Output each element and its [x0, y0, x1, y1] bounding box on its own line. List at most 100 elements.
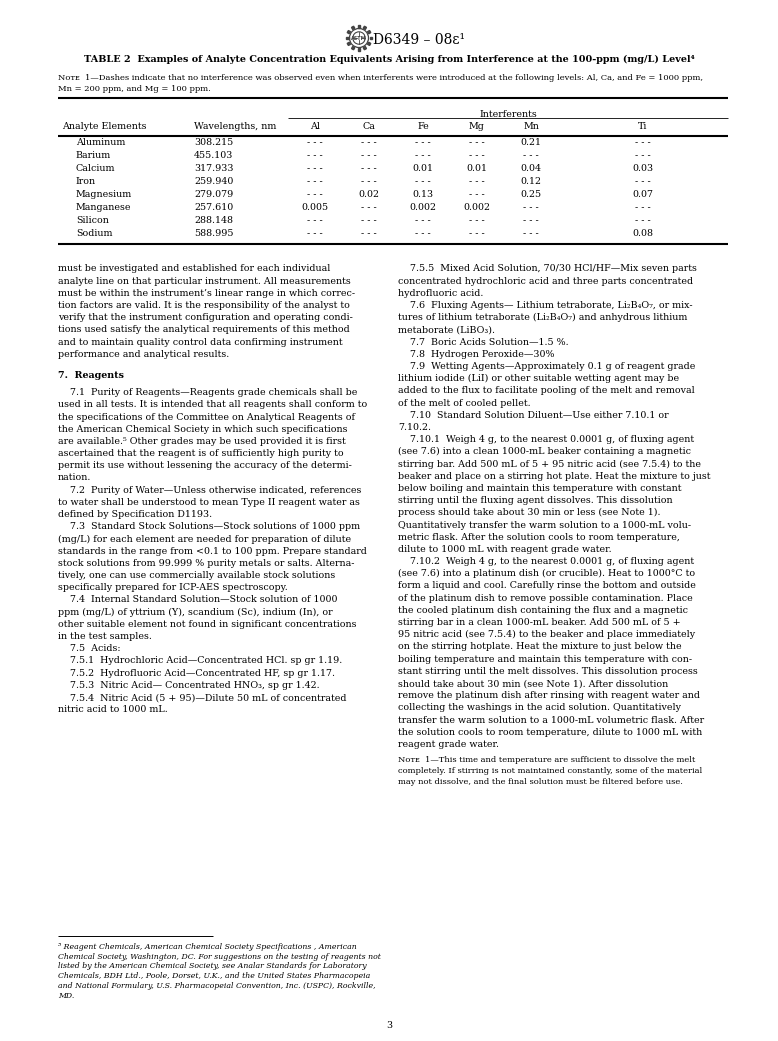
- Text: - - -: - - -: [523, 229, 539, 238]
- Text: Magnesium: Magnesium: [76, 191, 132, 199]
- Text: verify that the instrument configuration and operating condi-: verify that the instrument configuration…: [58, 313, 353, 322]
- Text: 7.7  Boric Acids Solution—1.5 %.: 7.7 Boric Acids Solution—1.5 %.: [398, 337, 569, 347]
- Text: (see 7.6) into a clean 1000-mL beaker containing a magnetic: (see 7.6) into a clean 1000-mL beaker co…: [398, 448, 691, 456]
- Text: Calcium: Calcium: [76, 164, 115, 173]
- Bar: [363, 47, 366, 50]
- Text: - - -: - - -: [307, 217, 323, 225]
- Text: 7.2  Purity of Water—Unless otherwise indicated, references: 7.2 Purity of Water—Unless otherwise ind…: [58, 486, 361, 494]
- Text: Al: Al: [310, 122, 320, 131]
- Text: beaker and place on a stirring hot plate. Heat the mixture to just: beaker and place on a stirring hot plate…: [398, 472, 710, 481]
- Text: Chemical Society, Washington, DC. For suggestions on the testing of reagents not: Chemical Society, Washington, DC. For su…: [58, 953, 381, 961]
- Text: 7.10.2  Weigh 4 g, to the nearest 0.0001 g, of fluxing agent: 7.10.2 Weigh 4 g, to the nearest 0.0001 …: [398, 557, 694, 566]
- Text: the specifications of the Committee on Analytical Reagents of: the specifications of the Committee on A…: [58, 412, 355, 422]
- Bar: [352, 26, 355, 29]
- Text: (mg/L) for each element are needed for preparation of dilute: (mg/L) for each element are needed for p…: [58, 534, 351, 543]
- Text: 0.04: 0.04: [520, 164, 541, 173]
- Text: concentrated hydrochloric acid and three parts concentrated: concentrated hydrochloric acid and three…: [398, 277, 693, 285]
- Text: - - -: - - -: [307, 191, 323, 199]
- Text: Wavelengths, nm: Wavelengths, nm: [194, 122, 276, 131]
- Text: 7.10.2.: 7.10.2.: [398, 423, 431, 432]
- Text: - - -: - - -: [415, 138, 431, 147]
- Text: 0.07: 0.07: [633, 191, 654, 199]
- Text: - - -: - - -: [635, 203, 651, 212]
- Text: - - -: - - -: [523, 151, 539, 160]
- Bar: [370, 36, 372, 40]
- Text: - - -: - - -: [635, 138, 651, 147]
- Text: nitric acid to 1000 mL.: nitric acid to 1000 mL.: [58, 706, 168, 714]
- Text: Barium: Barium: [76, 151, 111, 160]
- Text: metric flask. After the solution cools to room temperature,: metric flask. After the solution cools t…: [398, 533, 680, 541]
- Bar: [347, 30, 351, 33]
- Text: Nᴏᴛᴇ  1—This time and temperature are sufficient to dissolve the melt: Nᴏᴛᴇ 1—This time and temperature are suf…: [398, 757, 696, 764]
- Text: may not dissolve, and the final solution must be filtered before use.: may not dissolve, and the final solution…: [398, 778, 683, 786]
- Text: D6349 – 08ε¹: D6349 – 08ε¹: [373, 33, 465, 47]
- Text: - - -: - - -: [415, 177, 431, 186]
- Text: 308.215: 308.215: [194, 138, 233, 147]
- Text: 7.5  Acids:: 7.5 Acids:: [58, 644, 121, 654]
- Text: of the platinum dish to remove possible contamination. Place: of the platinum dish to remove possible …: [398, 593, 692, 603]
- Text: listed by the American Chemical Society, see Analar Standards for Laboratory: listed by the American Chemical Society,…: [58, 963, 366, 970]
- Text: - - -: - - -: [307, 229, 323, 238]
- Text: metaborate (LiBO₃).: metaborate (LiBO₃).: [398, 325, 495, 334]
- Text: the solution cools to room temperature, dilute to 1000 mL with: the solution cools to room temperature, …: [398, 728, 703, 737]
- Text: 95 nitric acid (see 7.5.4) to the beaker and place immediately: 95 nitric acid (see 7.5.4) to the beaker…: [398, 630, 695, 639]
- Bar: [346, 36, 349, 40]
- Text: - - -: - - -: [361, 164, 377, 173]
- Text: 7.5.5  Mixed Acid Solution, 70/30 HCl/HF—Mix seven parts: 7.5.5 Mixed Acid Solution, 70/30 HCl/HF—…: [398, 264, 697, 274]
- Text: Mn = 200 ppm, and Mg = 100 ppm.: Mn = 200 ppm, and Mg = 100 ppm.: [58, 84, 211, 93]
- Text: the American Chemical Society in which such specifications: the American Chemical Society in which s…: [58, 425, 348, 434]
- Text: Quantitatively transfer the warm solution to a 1000-mL volu-: Quantitatively transfer the warm solutio…: [398, 520, 691, 530]
- Text: Ca: Ca: [363, 122, 376, 131]
- Text: Fe: Fe: [417, 122, 429, 131]
- Text: - - -: - - -: [415, 151, 431, 160]
- Text: 0.005: 0.005: [301, 203, 328, 212]
- Text: hydrofluoric acid.: hydrofluoric acid.: [398, 288, 483, 298]
- Text: tions used satisfy the analytical requirements of this method: tions used satisfy the analytical requir…: [58, 325, 350, 334]
- Text: - - -: - - -: [523, 217, 539, 225]
- Text: form a liquid and cool. Carefully rinse the bottom and outside: form a liquid and cool. Carefully rinse …: [398, 582, 696, 590]
- Text: - - -: - - -: [307, 151, 323, 160]
- Text: - - -: - - -: [635, 177, 651, 186]
- Text: stirring bar in a clean 1000-mL beaker. Add 500 mL of 5 +: stirring bar in a clean 1000-mL beaker. …: [398, 618, 681, 627]
- Text: 7.1  Purity of Reagents—Reagents grade chemicals shall be: 7.1 Purity of Reagents—Reagents grade ch…: [58, 388, 357, 397]
- Text: - - -: - - -: [361, 229, 377, 238]
- Text: reagent grade water.: reagent grade water.: [398, 740, 499, 750]
- Text: Nᴏᴛᴇ  1—Dashes indicate that no interference was observed even when interferents: Nᴏᴛᴇ 1—Dashes indicate that no interfere…: [58, 74, 703, 82]
- Text: to water shall be understood to mean Type II reagent water as: to water shall be understood to mean Typ…: [58, 498, 360, 507]
- Text: boiling temperature and maintain this temperature with con-: boiling temperature and maintain this te…: [398, 655, 692, 664]
- Text: stirring bar. Add 500 mL of 5 + 95 nitric acid (see 7.5.4) to the: stirring bar. Add 500 mL of 5 + 95 nitri…: [398, 459, 701, 468]
- Bar: [358, 25, 360, 27]
- Text: Mn: Mn: [523, 122, 539, 131]
- Text: 7.10.1  Weigh 4 g, to the nearest 0.0001 g, of fluxing agent: 7.10.1 Weigh 4 g, to the nearest 0.0001 …: [398, 435, 694, 445]
- Text: tively, one can use commercially available stock solutions: tively, one can use commercially availab…: [58, 572, 335, 580]
- Text: - - -: - - -: [307, 164, 323, 173]
- Text: - - -: - - -: [307, 138, 323, 147]
- Text: 3: 3: [386, 1021, 392, 1030]
- Text: - - -: - - -: [635, 151, 651, 160]
- Text: 257.610: 257.610: [194, 203, 233, 212]
- Text: completely. If stirring is not maintained constantly, some of the material: completely. If stirring is not maintaine…: [398, 767, 703, 776]
- Text: Aluminum: Aluminum: [76, 138, 125, 147]
- Text: - - -: - - -: [307, 177, 323, 186]
- Text: 7.9  Wetting Agents—Approximately 0.1 g of reagent grade: 7.9 Wetting Agents—Approximately 0.1 g o…: [398, 362, 696, 371]
- Text: 0.01: 0.01: [467, 164, 488, 173]
- Text: 588.995: 588.995: [194, 229, 233, 238]
- Bar: [347, 43, 351, 46]
- Text: defined by Specification D1193.: defined by Specification D1193.: [58, 510, 212, 519]
- Text: Mg: Mg: [469, 122, 485, 131]
- Text: lithium iodide (LiI) or other suitable wetting agent may be: lithium iodide (LiI) or other suitable w…: [398, 374, 679, 383]
- Text: 317.933: 317.933: [194, 164, 233, 173]
- Text: 0.01: 0.01: [412, 164, 433, 173]
- Text: Analyte Elements: Analyte Elements: [62, 122, 146, 131]
- Text: stock solutions from 99.999 % purity metals or salts. Alterna-: stock solutions from 99.999 % purity met…: [58, 559, 355, 568]
- Text: 279.079: 279.079: [194, 191, 233, 199]
- Text: - - -: - - -: [361, 177, 377, 186]
- Text: ascertained that the reagent is of sufficiently high purity to: ascertained that the reagent is of suffi…: [58, 449, 344, 458]
- Text: dilute to 1000 mL with reagent grade water.: dilute to 1000 mL with reagent grade wat…: [398, 544, 612, 554]
- Text: Manganese: Manganese: [76, 203, 131, 212]
- Text: 7.8  Hydrogen Peroxide—30%: 7.8 Hydrogen Peroxide—30%: [398, 350, 555, 359]
- Text: (see 7.6) into a platinum dish (or crucible). Heat to 1000°C to: (see 7.6) into a platinum dish (or cruci…: [398, 569, 695, 579]
- Text: Sodium: Sodium: [76, 229, 113, 238]
- Text: - - -: - - -: [469, 229, 485, 238]
- Text: collecting the washings in the acid solution. Quantitatively: collecting the washings in the acid solu…: [398, 704, 681, 712]
